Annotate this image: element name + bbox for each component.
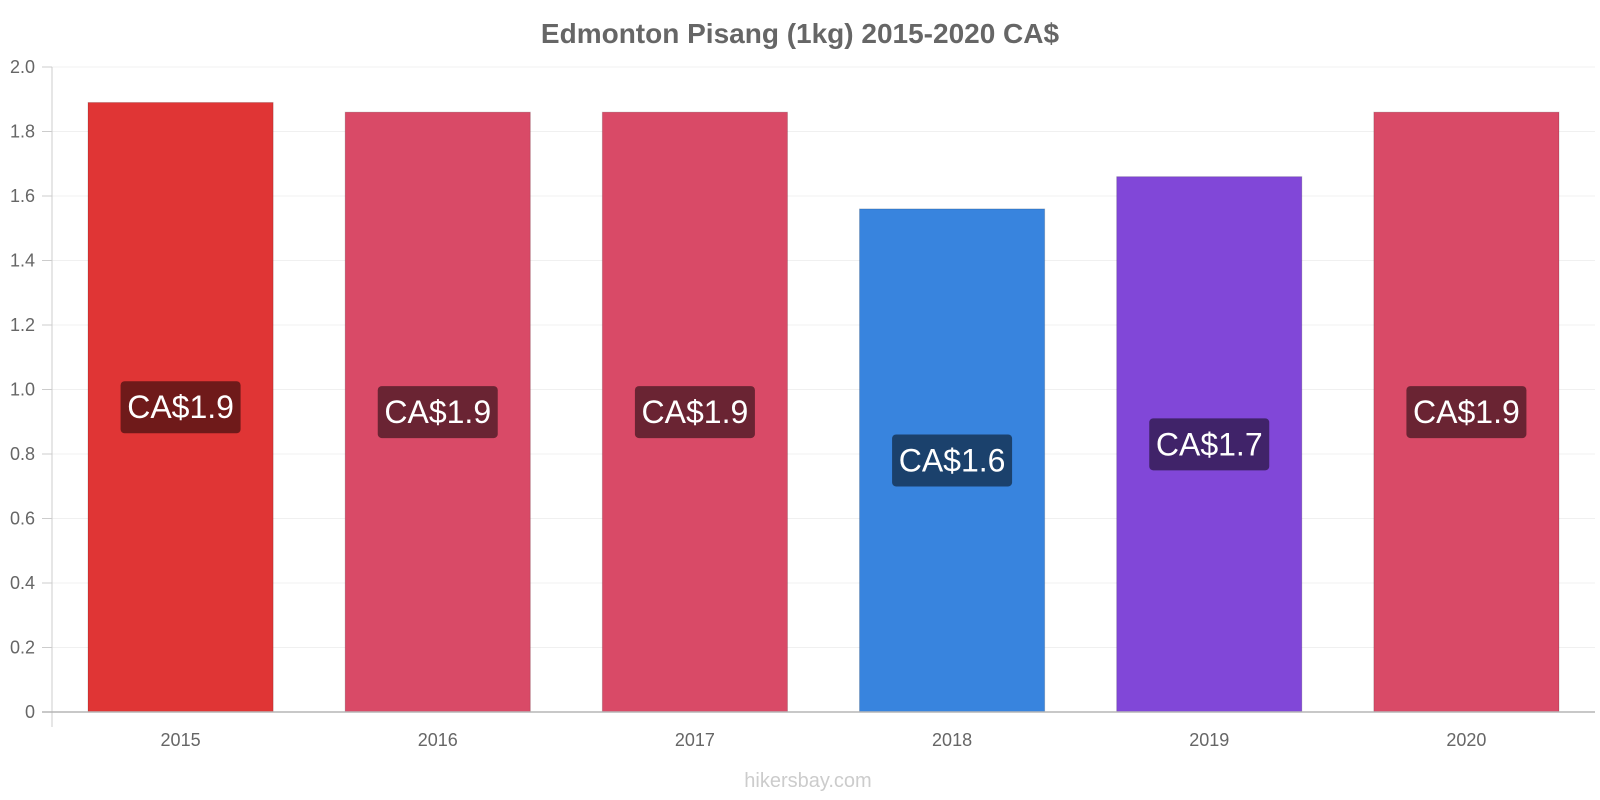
x-tick-label: 2020	[1446, 730, 1486, 750]
bars	[87, 101, 1560, 713]
y-tick-label: 0.8	[10, 444, 35, 464]
y-tick-label: 1.8	[10, 122, 35, 142]
data-label-box	[120, 381, 241, 434]
data-label-box	[377, 386, 498, 439]
y-tick-label: 2.0	[10, 57, 35, 77]
y-tick-label: 1.2	[10, 315, 35, 335]
y-tick-label: 0	[25, 702, 35, 722]
data-labels: CA$1.9 CA$1.9 CA$1.9 CA$1.6 CA$1.7 CA$1.9	[120, 381, 1527, 487]
data-label-2019: CA$1.7	[1156, 426, 1263, 462]
y-tick-label: 0.6	[10, 509, 35, 529]
data-label-box	[892, 434, 1013, 487]
x-tick-label: 2017	[675, 730, 715, 750]
chart-title: Edmonton Pisang (1kg) 2015-2020 CA$	[541, 18, 1060, 49]
data-label-2015: CA$1.9	[127, 389, 234, 425]
data-label-box	[634, 386, 755, 439]
x-tick-label: 2019	[1189, 730, 1229, 750]
y-tick-label: 1.0	[10, 380, 35, 400]
y-tick-label: 1.4	[10, 251, 35, 271]
data-label-2016: CA$1.9	[384, 394, 491, 430]
x-tick-label: 2015	[161, 730, 201, 750]
data-label-box	[1149, 418, 1270, 471]
data-label-2018: CA$1.6	[899, 442, 1006, 478]
y-tick-label: 0.4	[10, 573, 35, 593]
grid	[52, 66, 1595, 648]
y-tick-label: 0.2	[10, 638, 35, 658]
data-label-2017: CA$1.9	[642, 394, 749, 430]
x-tick-label: 2016	[418, 730, 458, 750]
data-label-2020: CA$1.9	[1413, 394, 1520, 430]
watermark: hikersbay.com	[744, 770, 871, 792]
y-tick-label: 1.6	[10, 186, 35, 206]
data-label-box	[1406, 386, 1527, 439]
x-tick-label: 2018	[932, 730, 972, 750]
axes: 0 0.2 0.4 0.6 0.8 1.0 1.2 1.4 1.6 1.8 2.0 2015 2016 2…	[10, 57, 1595, 750]
